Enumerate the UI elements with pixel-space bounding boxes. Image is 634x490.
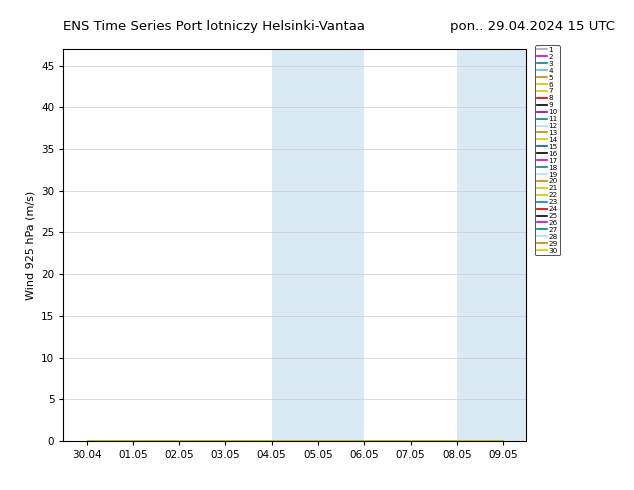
Bar — [318, 49, 365, 441]
Text: ENS Time Series Port lotniczy Helsinki-Vantaa: ENS Time Series Port lotniczy Helsinki-V… — [63, 20, 365, 33]
Bar — [503, 49, 526, 441]
Bar — [457, 49, 503, 441]
Y-axis label: Wind 925 hPa (m/s): Wind 925 hPa (m/s) — [25, 191, 36, 299]
Bar — [272, 49, 318, 441]
Text: pon.. 29.04.2024 15 UTC: pon.. 29.04.2024 15 UTC — [450, 20, 615, 33]
Legend: 1, 2, 3, 4, 5, 6, 7, 8, 9, 10, 11, 12, 13, 14, 15, 16, 17, 18, 19, 20, 21, 22, 2: 1, 2, 3, 4, 5, 6, 7, 8, 9, 10, 11, 12, 1… — [536, 45, 560, 255]
